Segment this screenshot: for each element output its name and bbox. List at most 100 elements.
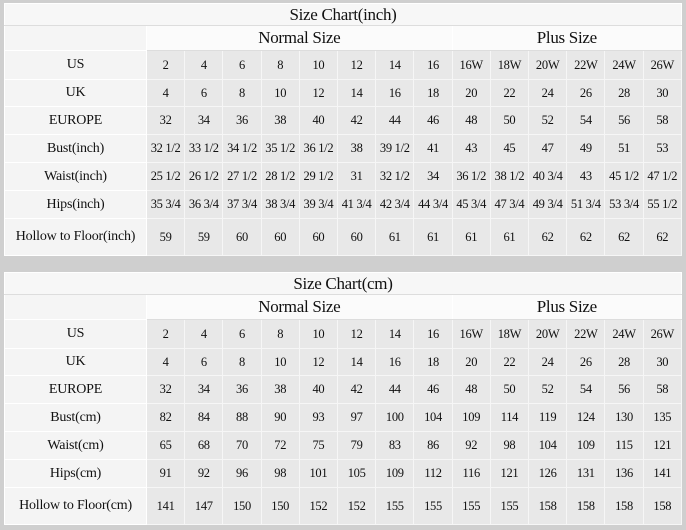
table-row: EUROPE 32 34 36 38 40 42 44 46 48 50 52 54 56 58 <box>4 106 683 135</box>
table-row: Bust(cm) 82 84 88 90 93 97 100 104 109 114 119 124 13… <box>4 403 683 432</box>
size-cell: 14 <box>375 319 415 349</box>
size-cell: 20W <box>528 319 568 349</box>
size-cell: 53 <box>642 134 683 163</box>
size-cell: 6 <box>222 50 262 80</box>
size-cell: 22W <box>566 50 606 80</box>
size-cell: 150 <box>222 487 262 525</box>
size-cell: 48 <box>451 106 491 135</box>
size-cell: 2 <box>145 50 186 80</box>
size-cell: 22 <box>489 348 530 376</box>
size-cell: 45 <box>489 134 530 163</box>
size-cell: 109 <box>566 431 606 460</box>
size-cell: 18W <box>489 319 530 349</box>
size-cell: 60 <box>222 218 262 256</box>
size-cell: 46 <box>413 106 453 135</box>
size-cell: 82 <box>145 403 186 432</box>
size-cell: 62 <box>642 218 683 256</box>
size-cell: 53 3/4 <box>604 190 644 219</box>
size-cell: 40 <box>298 106 339 135</box>
size-cell: 52 <box>528 106 568 135</box>
size-cell: 130 <box>604 403 644 432</box>
size-cell: 35 3/4 <box>145 190 186 219</box>
size-cell: 42 <box>337 106 377 135</box>
size-cell: 155 <box>451 487 491 525</box>
size-cell: 60 <box>260 218 300 256</box>
size-cell: 16 <box>413 50 453 80</box>
size-cell: 36 3/4 <box>184 190 224 219</box>
size-cell: 96 <box>222 459 262 488</box>
group-row: Normal Size Plus Size <box>4 294 683 320</box>
size-cell: 10 <box>260 79 300 107</box>
size-cell: 41 <box>413 134 453 163</box>
size-cell: 4 <box>145 348 186 376</box>
size-cell: 6 <box>222 319 262 349</box>
table-row: Hollow to Floor(cm) 141 147 150 150 152 152 155… <box>4 487 683 525</box>
size-cell: 29 1/2 <box>298 162 339 191</box>
row-label: Bust(cm) <box>4 403 147 432</box>
size-cell: 4 <box>145 79 186 107</box>
size-cell: 58 <box>642 375 683 404</box>
size-cell: 12 <box>337 319 377 349</box>
row-label: Bust(inch) <box>4 134 147 163</box>
size-cell: 158 <box>528 487 568 525</box>
size-cell: 155 <box>489 487 530 525</box>
size-cell: 26 <box>566 348 606 376</box>
size-cell: 105 <box>337 459 377 488</box>
size-cell: 32 1/2 <box>145 134 186 163</box>
size-cell: 109 <box>375 459 415 488</box>
size-cell: 39 1/2 <box>375 134 415 163</box>
group-plus-size: Plus Size <box>451 294 683 320</box>
table-row: Hollow to Floor(inch) 59 59 60 60 60 60 61 61 61 6… <box>4 218 683 256</box>
row-label: Waist(inch) <box>4 162 147 191</box>
size-cell: 8 <box>222 79 262 107</box>
size-cell: 150 <box>260 487 300 525</box>
size-cell: 83 <box>375 431 415 460</box>
size-cell: 62 <box>566 218 606 256</box>
size-cell: 141 <box>145 487 186 525</box>
group-normal-size: Normal Size <box>146 25 453 51</box>
size-cell: 30 <box>642 348 683 376</box>
size-cell: 36 1/2 <box>451 162 491 191</box>
size-cell: 8 <box>260 50 300 80</box>
size-cell: 44 <box>375 106 415 135</box>
size-cell: 141 <box>642 459 683 488</box>
row-label: US <box>4 50 147 80</box>
size-cell: 38 <box>337 134 377 163</box>
size-cell: 61 <box>451 218 491 256</box>
size-cell: 34 <box>184 375 224 404</box>
size-cell: 44 3/4 <box>413 190 453 219</box>
size-cell: 46 <box>413 375 453 404</box>
size-cell: 26W <box>642 50 683 80</box>
size-cell: 28 1/2 <box>260 162 300 191</box>
size-cell: 35 1/2 <box>260 134 300 163</box>
size-cell: 10 <box>298 319 339 349</box>
size-cell: 8 <box>260 319 300 349</box>
size-cell: 38 <box>260 375 300 404</box>
size-cell: 56 <box>604 375 644 404</box>
size-cell: 14 <box>337 348 377 376</box>
size-cell: 97 <box>337 403 377 432</box>
size-cell: 45 1/2 <box>604 162 644 191</box>
size-cell: 42 <box>337 375 377 404</box>
size-cell: 16 <box>375 79 415 107</box>
size-cell: 124 <box>566 403 606 432</box>
size-cell: 155 <box>375 487 415 525</box>
size-cell: 27 1/2 <box>222 162 262 191</box>
size-cell: 50 <box>489 375 530 404</box>
size-cell: 37 3/4 <box>222 190 262 219</box>
size-cell: 60 <box>337 218 377 256</box>
size-cell: 98 <box>260 459 300 488</box>
size-cell: 68 <box>184 431 224 460</box>
size-cell: 70 <box>222 431 262 460</box>
size-cell: 25 1/2 <box>145 162 186 191</box>
size-cell: 84 <box>184 403 224 432</box>
size-cell: 136 <box>604 459 644 488</box>
size-cell: 4 <box>184 319 224 349</box>
size-cell: 6 <box>184 348 224 376</box>
size-cell: 20 <box>451 79 491 107</box>
size-cell: 158 <box>642 487 683 525</box>
row-label: UK <box>4 79 147 107</box>
size-cell: 47 3/4 <box>489 190 530 219</box>
size-cell: 36 1/2 <box>298 134 339 163</box>
size-cell: 14 <box>375 50 415 80</box>
